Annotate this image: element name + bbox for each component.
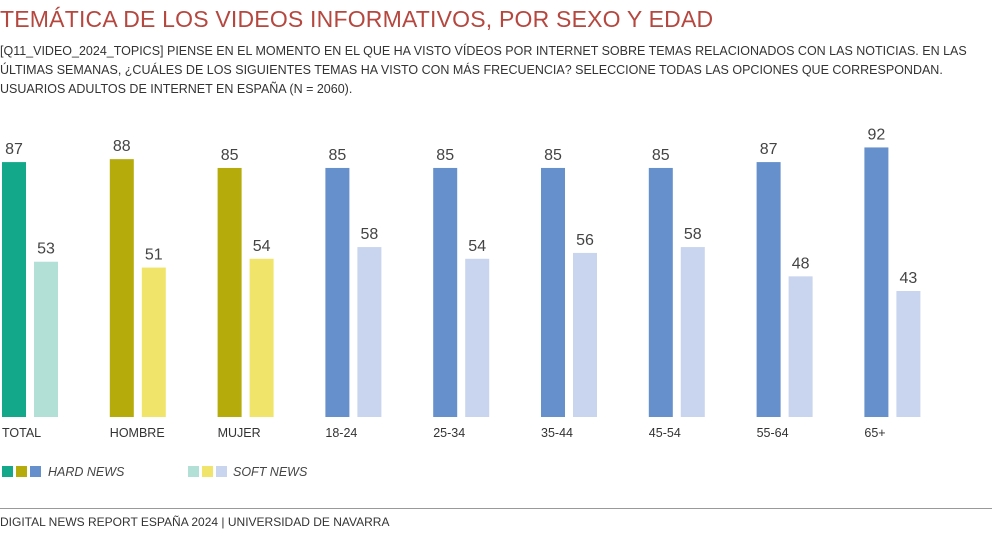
value-label-hard-5: 85 [544,147,562,164]
category-label-5: 35-44 [541,426,573,440]
value-label-hard-4: 85 [436,147,454,164]
value-label-soft-1: 51 [145,247,163,264]
chart-subtitle: [Q11_VIDEO_2024_TOPICS] PIENSE EN EL MOM… [0,44,967,96]
bar-hard-8 [864,147,889,417]
value-label-hard-7: 87 [760,141,778,158]
bar-hard-6 [648,167,673,417]
bar-soft-4 [465,258,490,417]
legend-hard-swatch-2 [30,466,41,477]
bar-hard-4 [433,167,458,417]
bar-hard-3 [325,167,350,417]
category-label-7: 55-64 [757,426,789,440]
bar-soft-7 [788,276,813,417]
footer-divider [0,508,992,509]
legend-hard-swatch-1 [16,466,27,477]
value-label-soft-5: 56 [576,232,594,249]
bar-hard-7 [756,162,781,417]
bar-soft-6 [680,247,705,417]
bar-hard-1 [109,159,134,417]
legend-soft-swatch-1 [202,466,213,477]
legend-soft-swatch-2 [216,466,227,477]
category-label-8: 65+ [864,426,885,440]
legend-hard-label: HARD NEWS [48,465,125,479]
value-label-soft-2: 54 [253,238,271,255]
legend-soft-swatch-0 [188,466,199,477]
bar-soft-3 [357,247,382,417]
category-label-3: 18-24 [325,426,357,440]
footer-source: DIGITAL NEWS REPORT ESPAÑA 2024 | UNIVER… [0,515,390,529]
value-label-soft-6: 58 [684,226,702,243]
category-label-2: MUJER [218,426,261,440]
bar-soft-5 [573,252,597,417]
value-label-soft-4: 54 [468,238,486,255]
value-label-hard-8: 92 [868,126,886,143]
value-label-soft-0: 53 [37,241,55,258]
bar-soft-1 [141,267,166,417]
legend-hard-swatch-0 [2,466,13,477]
value-label-hard-1: 88 [113,138,131,155]
value-label-hard-6: 85 [652,147,670,164]
value-label-hard-0: 87 [5,141,23,158]
value-label-hard-2: 85 [221,147,239,164]
category-label-1: HOMBRE [110,426,165,440]
bar-hard-5 [541,167,565,417]
category-label-0: TOTAL [2,426,41,440]
value-label-soft-7: 48 [792,255,810,272]
category-label-4: 25-34 [433,426,465,440]
legend-soft-label: SOFT NEWS [233,465,308,479]
value-label-soft-3: 58 [361,226,379,243]
bar-hard-2 [217,167,242,417]
value-label-soft-8: 43 [900,270,918,287]
bar-chart: 87 53 TOTAL 88 51 HOMBRE 85 54 MUJER 85 58 18-24 85 5… [2,126,921,479]
bar-soft-0 [34,261,58,417]
category-label-6: 45-54 [649,426,681,440]
value-label-hard-3: 85 [329,147,347,164]
chart-title: TEMÁTICA DE LOS VIDEOS INFORMATIVOS, POR… [0,6,714,32]
bar-hard-0 [2,162,26,417]
bar-soft-2 [249,258,274,417]
bar-soft-8 [896,291,921,417]
